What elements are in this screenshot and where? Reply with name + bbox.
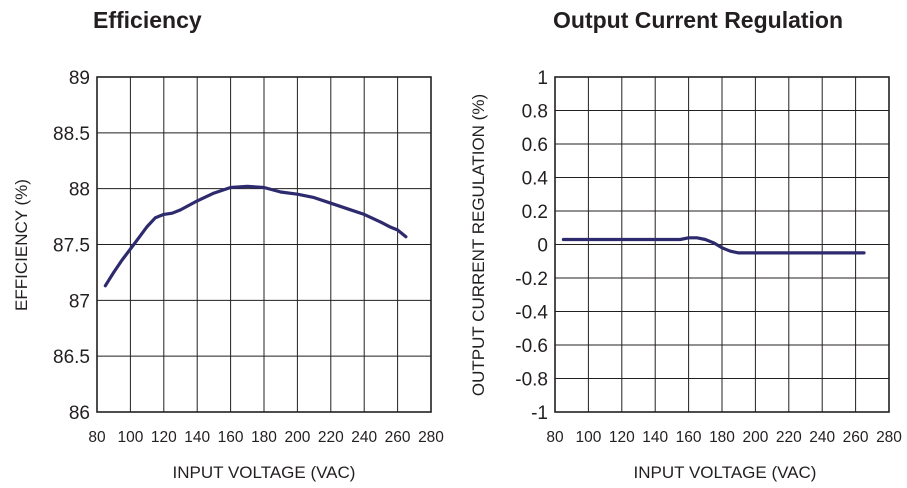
x-tick-label: 220 — [318, 429, 344, 446]
x-tick-label: 280 — [876, 429, 902, 446]
x-tick-label: 80 — [88, 429, 106, 446]
y-tick-label: 86.5 — [53, 347, 90, 368]
x-tick-label: 120 — [609, 429, 635, 446]
y-tick-label: -0.8 — [515, 370, 548, 391]
y-tick-label: 87 — [69, 291, 90, 312]
series — [561, 236, 866, 255]
y-axis-label: EFFICIENCY (%) — [12, 179, 31, 311]
x-tick-label: 140 — [184, 429, 210, 446]
y-axis-label: OUTPUT CURRENT REGULATION (%) — [469, 94, 488, 396]
grid — [554, 76, 890, 413]
x-tick-label: 240 — [351, 429, 377, 446]
y-tick-label: 0.8 — [522, 102, 548, 123]
y-tick-label: 0.6 — [522, 135, 548, 156]
y-tick-label: 1 — [537, 68, 548, 89]
y-tick-label: 88.5 — [53, 124, 90, 145]
y-tick-label: 0.4 — [522, 169, 549, 190]
chart-title: Output Current Regulation — [553, 7, 843, 33]
x-tick-label: 180 — [251, 429, 277, 446]
x-tick-label: 280 — [418, 429, 444, 446]
y-tick-label: 0 — [537, 236, 548, 257]
x-tick-label: 200 — [742, 429, 768, 446]
efficiency-chart: Efficiency 86 86.5 87 87.5 88 88.5 89 80 100 120… — [12, 7, 444, 482]
x-tick-label: 100 — [117, 429, 143, 446]
y-tick-label: -0.6 — [515, 336, 548, 357]
series-line — [103, 184, 408, 288]
x-tick-label: 160 — [676, 429, 702, 446]
x-tick-label: 220 — [776, 429, 802, 446]
x-tick-label: 160 — [218, 429, 244, 446]
x-tick-label: 80 — [546, 429, 564, 446]
grid — [96, 76, 432, 413]
x-axis-label: INPUT VOLTAGE (VAC) — [634, 463, 817, 482]
y-tick-label: 89 — [69, 68, 90, 89]
chart-title: Efficiency — [93, 7, 202, 33]
x-tick-label: 140 — [642, 429, 668, 446]
plot-frame — [96, 76, 432, 413]
x-tick-label: 120 — [151, 429, 177, 446]
x-tick-labels: 80 100 120 140 160 180 200 220 240 260 280 — [88, 429, 444, 446]
x-tick-label: 200 — [284, 429, 310, 446]
series-line — [561, 236, 866, 255]
y-tick-label: -0.2 — [515, 269, 548, 290]
y-tick-label: 88 — [69, 180, 90, 201]
output-current-regulation-chart: Output Current Regulation -1 -0.8 -0.6 -0.4… — [469, 7, 902, 482]
series — [103, 184, 408, 288]
x-tick-label: 260 — [385, 429, 411, 446]
x-tick-label: 180 — [709, 429, 735, 446]
plot-frame — [554, 76, 890, 413]
x-tick-label: 260 — [843, 429, 869, 446]
x-tick-labels: 80 100 120 140 160 180 200 220 240 260 280 — [546, 429, 902, 446]
y-tick-label: 87.5 — [53, 236, 90, 257]
x-axis-label: INPUT VOLTAGE (VAC) — [173, 463, 356, 482]
y-tick-label: 0.2 — [522, 202, 548, 223]
y-tick-labels: 86 86.5 87 87.5 88 88.5 89 — [53, 68, 90, 424]
x-tick-label: 240 — [809, 429, 835, 446]
x-tick-label: 100 — [575, 429, 601, 446]
y-tick-labels: -1 -0.8 -0.6 -0.4 -0.2 0 0.2 0.4 0.6 0.8 1 — [515, 68, 548, 424]
y-tick-label: -0.4 — [515, 303, 548, 324]
y-tick-label: -1 — [531, 403, 548, 424]
y-tick-label: 86 — [69, 403, 90, 424]
